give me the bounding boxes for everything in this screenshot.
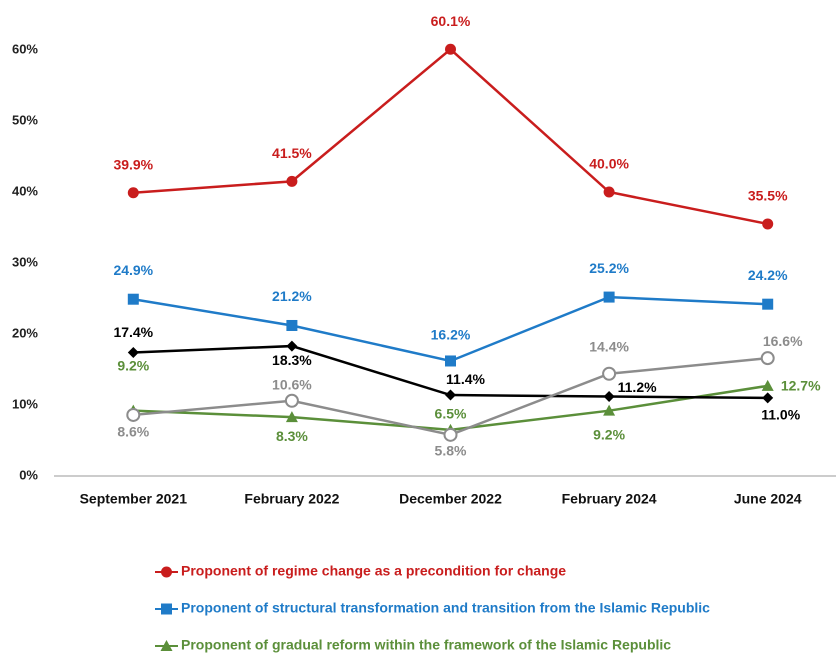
data-point (761, 379, 774, 391)
data-label: 14.4% (589, 338, 629, 354)
y-tick-label: 40% (12, 183, 38, 198)
data-label: 18.3% (272, 352, 312, 368)
data-label: 17.4% (113, 324, 153, 340)
data-label: 8.6% (117, 424, 149, 440)
y-tick-label: 10% (12, 396, 38, 411)
data-point (602, 366, 617, 381)
data-label: 60.1% (431, 13, 471, 29)
data-point (286, 175, 298, 187)
data-point (126, 407, 141, 422)
data-label: 12.7% (781, 378, 821, 394)
data-point (445, 389, 456, 401)
data-label: 41.5% (272, 145, 312, 161)
data-label: 8.3% (276, 428, 308, 444)
y-tick-label: 50% (12, 112, 38, 127)
y-tick-label: 60% (12, 41, 38, 56)
data-point (603, 404, 616, 416)
data-label: 6.5% (435, 406, 467, 422)
x-tick-label: December 2022 (399, 491, 502, 507)
data-point (762, 298, 774, 310)
data-label: 16.6% (763, 333, 803, 349)
data-label: 24.2% (748, 267, 788, 283)
legend-label: Proponent of gradual reform within the f… (181, 637, 671, 653)
data-point (762, 218, 774, 230)
y-tick-label: 20% (12, 325, 38, 340)
legend-marker (160, 640, 173, 651)
data-point (284, 393, 299, 408)
legend-marker (161, 566, 172, 578)
legend-label: Proponent of structural transformation a… (181, 600, 710, 616)
data-point (603, 186, 615, 198)
data-point (286, 319, 298, 331)
data-point (285, 411, 298, 423)
data-label: 5.8% (435, 443, 467, 459)
data-point (762, 392, 774, 404)
data-label: 21.2% (272, 288, 312, 304)
data-point (127, 346, 139, 358)
data-label: 9.2% (593, 426, 625, 442)
legend-label: Proponent of regime change as a precondi… (181, 563, 566, 579)
data-label: 11.0% (761, 407, 800, 423)
series-line (133, 47, 768, 226)
data-label: 39.9% (113, 156, 153, 172)
x-tick-label: June 2024 (734, 491, 802, 507)
x-tick-label: September 2021 (80, 491, 188, 507)
y-tick-label: 0% (19, 467, 38, 482)
y-tick-label: 30% (12, 254, 38, 269)
data-point (603, 390, 615, 402)
data-point (445, 355, 456, 367)
data-point (445, 43, 456, 55)
data-point (443, 427, 458, 442)
data-point (760, 351, 775, 366)
data-label: 11.4% (446, 371, 485, 387)
data-label: 10.6% (272, 376, 312, 392)
data-label: 24.9% (113, 262, 153, 278)
data-point (127, 293, 139, 305)
x-tick-label: February 2022 (244, 491, 339, 507)
data-label: 25.2% (589, 260, 629, 276)
x-tick-label: February 2024 (562, 491, 657, 507)
data-label: 11.2% (618, 379, 657, 395)
legend-marker (161, 603, 172, 615)
data-label: 16.2% (431, 327, 471, 343)
data-point (127, 187, 139, 199)
data-point (603, 291, 615, 303)
data-point (286, 340, 298, 352)
data-label: 40.0% (589, 156, 629, 172)
data-label: 9.2% (117, 357, 149, 373)
data-label: 35.5% (748, 188, 788, 204)
